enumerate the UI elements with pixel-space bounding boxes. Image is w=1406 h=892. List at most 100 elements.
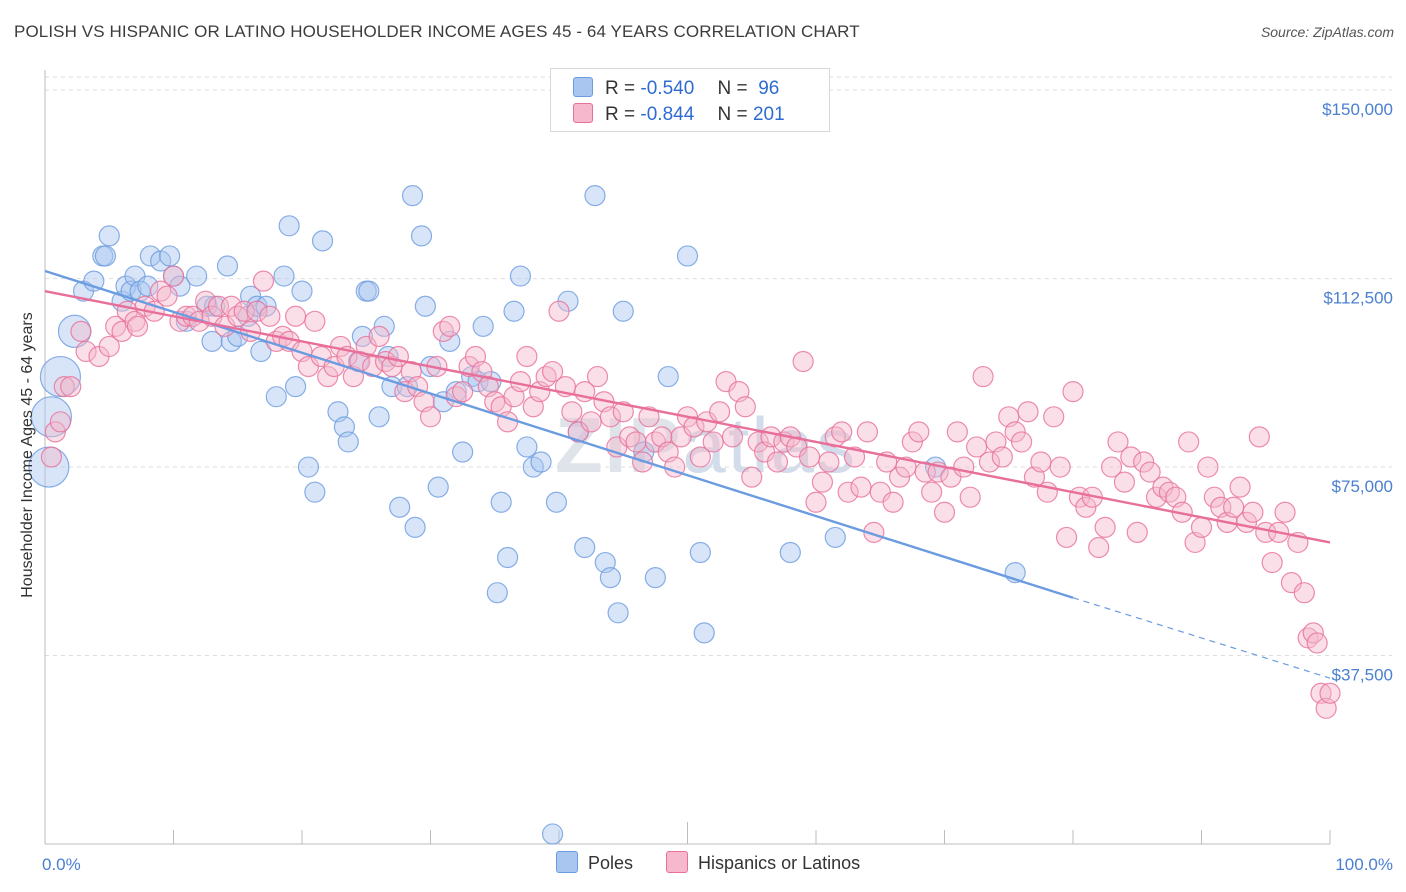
poles-point xyxy=(693,622,715,644)
hispanics-point xyxy=(702,431,724,453)
hispanics-point xyxy=(1274,501,1296,523)
hispanics-trend-line xyxy=(44,289,1331,544)
poles-point xyxy=(486,582,508,604)
poles-point xyxy=(373,315,395,337)
y-tick-label: $150,000 xyxy=(1322,100,1393,119)
poles-point xyxy=(452,441,474,463)
legend-label-hispanics: Hispanics or Latinos xyxy=(698,853,861,873)
hispanics-point xyxy=(1145,486,1168,508)
poles-point xyxy=(497,546,519,569)
poles-point xyxy=(472,315,494,337)
axes xyxy=(44,70,1331,845)
poles-point xyxy=(337,431,359,453)
tick-labels: $37,500 $75,000 $112,500 $150,000 0.0% 100.0% xyxy=(42,100,1393,874)
hispanics-point xyxy=(259,305,281,327)
y-tick-label: $112,500 xyxy=(1323,289,1393,308)
hispanics-point xyxy=(548,300,570,322)
legend-n-label: N = xyxy=(717,78,748,99)
poles-point xyxy=(779,541,801,564)
hispanics-point xyxy=(972,365,994,388)
poles-point xyxy=(265,386,287,408)
hispanics-point xyxy=(233,300,255,322)
hispanics-point xyxy=(1107,431,1129,453)
hispanics-point xyxy=(856,421,879,443)
y-axis-label: Householder Income Ages 45 - 64 years xyxy=(19,312,36,598)
y-tick-label: $37,500 xyxy=(1332,666,1393,685)
hispanics-point xyxy=(586,365,609,388)
poles-point xyxy=(291,280,313,302)
legend-r-label: R = xyxy=(605,104,636,125)
hispanics-point xyxy=(843,446,866,468)
hispanics-point xyxy=(805,491,827,513)
poles-point xyxy=(509,265,532,287)
hispanics-point xyxy=(811,471,834,493)
hispanics-point xyxy=(798,446,821,468)
hispanics-point xyxy=(53,376,75,398)
hispanics-point xyxy=(1178,431,1200,453)
poles-point xyxy=(599,567,622,589)
legend-swatch-hispanics xyxy=(573,103,593,123)
hispanics-point xyxy=(1203,486,1225,508)
hispanics-point xyxy=(959,486,981,508)
legend-r-label: R = xyxy=(605,78,636,99)
poles-point xyxy=(297,456,320,478)
hispanics-point xyxy=(978,451,1001,473)
poles-point xyxy=(250,340,272,363)
hispanics-point xyxy=(1094,516,1116,538)
poles-point xyxy=(389,496,411,518)
poles-point xyxy=(574,536,596,559)
x-tick-label-start: 0.0% xyxy=(42,855,81,874)
hispanics-point xyxy=(156,285,178,307)
hispanics-point xyxy=(1229,476,1251,498)
hispanics-point xyxy=(1242,501,1264,523)
hispanics-point xyxy=(452,381,474,403)
hispanics-point xyxy=(252,270,275,292)
poles-point xyxy=(201,330,223,353)
hispanics-point xyxy=(709,401,731,423)
poles-point xyxy=(278,215,300,237)
poles-point xyxy=(304,481,326,503)
hispanics-point xyxy=(638,406,660,428)
hispanics-point xyxy=(837,481,859,503)
hispanics-point xyxy=(1043,406,1065,428)
poles-point xyxy=(401,185,424,207)
legend-item-poles: Poles xyxy=(556,851,633,874)
poles-point xyxy=(98,225,120,247)
hispanics-point xyxy=(284,305,307,327)
hispanics-point xyxy=(1319,682,1341,704)
hispanics-point xyxy=(1004,421,1026,443)
poles-point xyxy=(439,330,461,353)
hispanics-point xyxy=(689,446,711,468)
chart-title: POLISH VS HISPANIC OR LATINO HOUSEHOLDER… xyxy=(14,22,860,41)
hispanics-point xyxy=(98,335,120,358)
hispanics-point xyxy=(831,421,853,443)
poles-point xyxy=(545,491,568,513)
hispanics-point xyxy=(162,265,185,287)
hispanics-point xyxy=(882,491,904,513)
hispanics-point xyxy=(1139,461,1161,483)
hispanics-point xyxy=(734,396,756,418)
hispanics-point xyxy=(246,300,268,322)
hispanics-point xyxy=(888,466,911,488)
hispanics-point xyxy=(368,325,390,347)
hispanics-point xyxy=(1306,632,1328,654)
hispanics-point xyxy=(1030,451,1052,473)
legend-swatch-poles xyxy=(556,851,578,873)
hispanics-point xyxy=(1017,401,1039,423)
legend-row-hispanics: R = -0.844 N = 201 xyxy=(573,103,785,129)
hispanics-point xyxy=(207,295,230,317)
poles-point xyxy=(186,265,208,287)
hispanics-point xyxy=(1126,521,1148,543)
poles-point xyxy=(584,185,606,207)
poles-point xyxy=(139,245,161,267)
legend-item-hispanics: Hispanics or Latinos xyxy=(666,851,860,874)
poles-point xyxy=(284,376,307,398)
poles-point xyxy=(676,245,699,267)
hispanics-point xyxy=(49,411,72,433)
hispanics-point xyxy=(850,476,872,498)
hispanics-point xyxy=(439,315,461,337)
poles-point xyxy=(607,602,629,624)
poles-point xyxy=(216,255,239,277)
legend-label-poles: Poles xyxy=(588,853,634,873)
poles-point xyxy=(311,230,334,252)
